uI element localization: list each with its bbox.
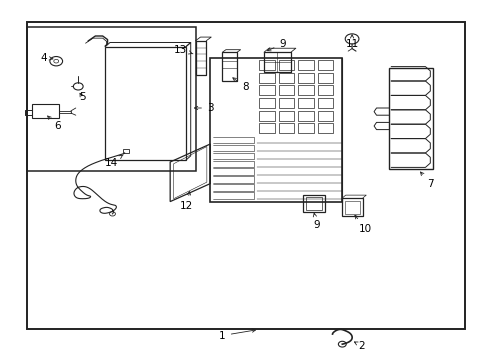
Bar (317, 73, 333, 83)
Bar (259, 123, 274, 133)
Bar (388, 68, 432, 169)
Text: 2: 2 (358, 341, 365, 351)
Text: 9: 9 (313, 213, 320, 230)
Bar (317, 60, 333, 70)
Text: 6: 6 (47, 116, 61, 131)
Text: 12: 12 (180, 192, 193, 211)
Text: 13: 13 (174, 45, 193, 55)
Text: 9: 9 (267, 39, 285, 51)
Text: 1: 1 (219, 329, 255, 341)
Bar (317, 85, 333, 95)
Bar (259, 111, 274, 121)
Bar (317, 123, 333, 133)
Bar (264, 52, 290, 72)
Bar (259, 73, 274, 83)
Bar (32, 104, 59, 118)
Bar (278, 123, 294, 133)
Text: 4: 4 (41, 53, 53, 63)
Bar (345, 201, 359, 214)
Bar (195, 41, 206, 75)
Bar (298, 98, 313, 108)
Bar (222, 52, 237, 81)
Text: 11: 11 (345, 35, 358, 49)
Bar (278, 60, 294, 70)
Text: 14: 14 (104, 155, 123, 168)
Bar (298, 73, 313, 83)
Text: 10: 10 (354, 215, 371, 234)
Text: 7: 7 (420, 172, 433, 189)
Bar (210, 58, 342, 202)
Bar (317, 98, 333, 108)
Bar (259, 98, 274, 108)
Bar (278, 85, 294, 95)
Bar (27, 22, 464, 329)
Bar (27, 27, 195, 171)
Bar (278, 98, 294, 108)
Bar (259, 85, 274, 95)
Text: 5: 5 (79, 92, 85, 102)
Bar (298, 111, 313, 121)
Bar (278, 111, 294, 121)
Bar (342, 198, 362, 216)
Bar (123, 149, 129, 153)
Text: 3: 3 (194, 103, 213, 113)
Bar (298, 60, 313, 70)
Text: 8: 8 (232, 78, 248, 92)
Bar (303, 195, 325, 212)
Bar (278, 73, 294, 83)
Bar (298, 85, 313, 95)
Bar (298, 123, 313, 133)
Bar (317, 111, 333, 121)
Bar (305, 197, 322, 210)
Bar (259, 60, 274, 70)
